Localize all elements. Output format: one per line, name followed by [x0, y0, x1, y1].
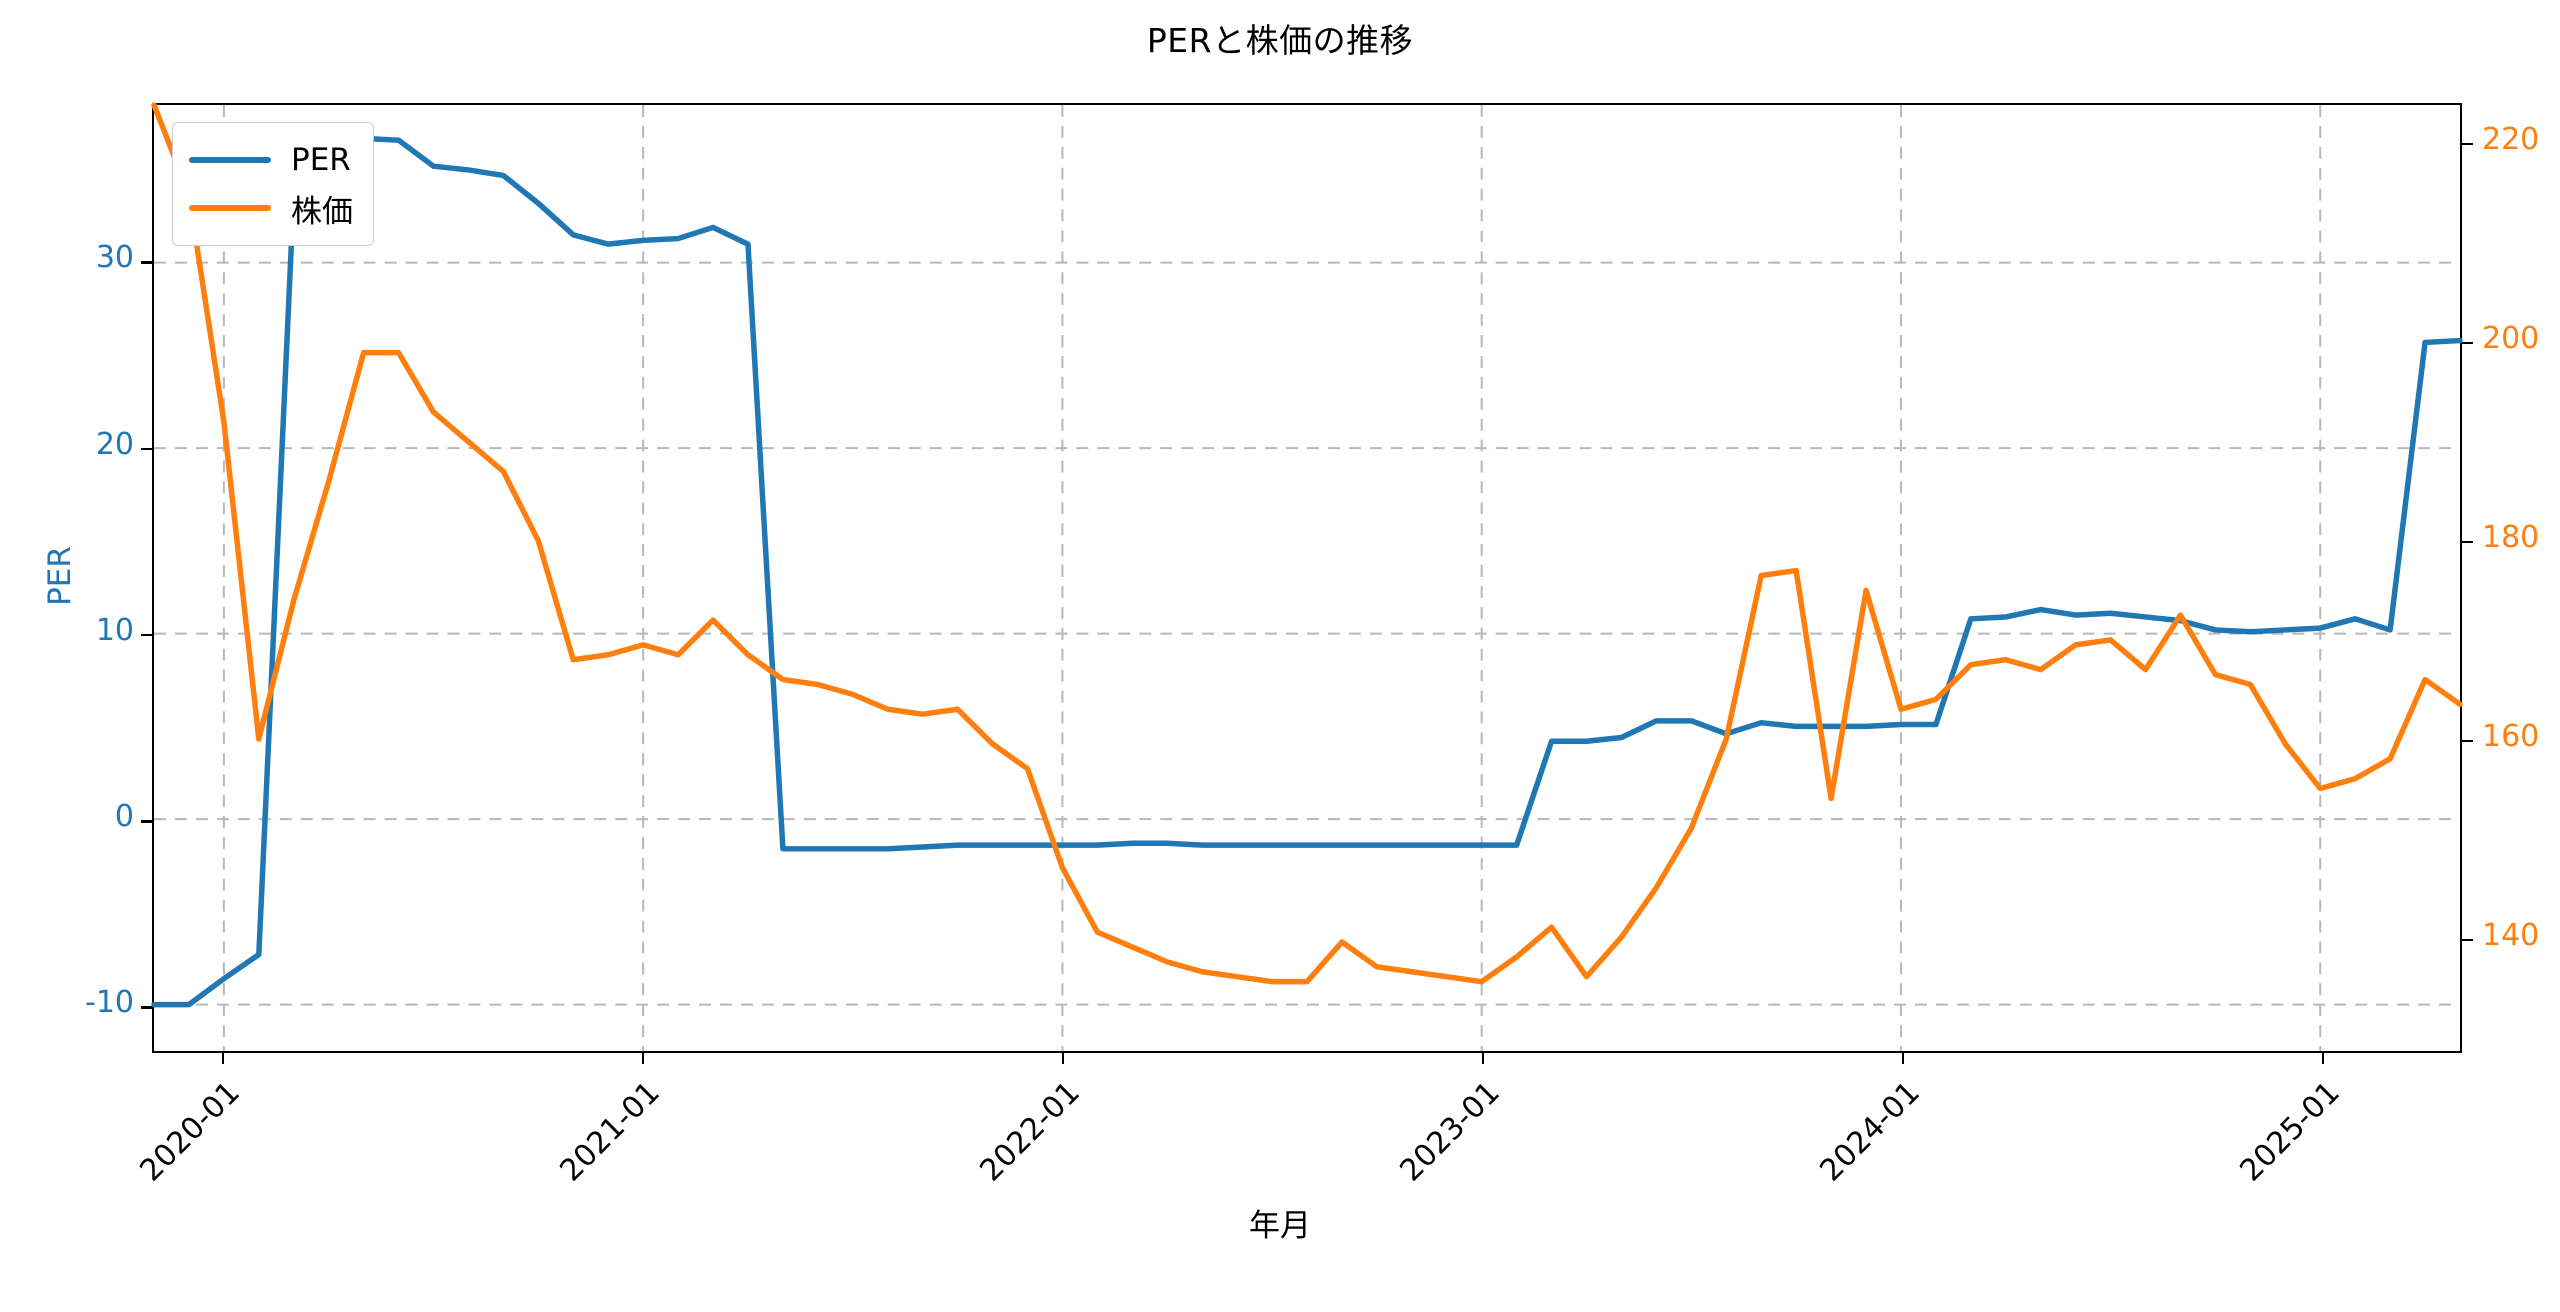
y-tick-mark-right-160 [2462, 739, 2473, 743]
y-tick-mark-right-200 [2462, 341, 2473, 345]
x-tick-2025-01: 2025-01 [2233, 1075, 2347, 1189]
y-tick-right-160: 160 [2482, 718, 2540, 754]
y-tick-mark-right-180 [2462, 540, 2473, 544]
y-axis-left-title: PER [42, 546, 78, 606]
y-tick-mark-left-30 [141, 261, 152, 264]
x-tick-mark-2025-01 [2322, 1053, 2325, 1064]
y-tick-left--10: -10 [85, 985, 134, 1021]
y-tick-right-180: 180 [2482, 519, 2540, 555]
legend-item-per[interactable]: PER [189, 136, 353, 184]
plot-area: PER 株価 [151, 102, 2463, 1053]
y-tick-mark-left-10 [141, 633, 152, 637]
x-tick-mark-2021-01 [642, 1053, 645, 1064]
y-tick-mark-right-140 [2462, 938, 2473, 941]
y-tick-right-140: 140 [2482, 917, 2540, 953]
legend-swatch-per [189, 157, 271, 163]
x-axis-title: 年月 [1249, 1208, 1311, 1244]
y-tick-left-0: 0 [114, 799, 134, 835]
x-tick-mark-2024-01 [1902, 1053, 1905, 1064]
chart-title: PERと株価の推移 [1146, 21, 1414, 60]
x-tick-mark-2023-01 [1482, 1053, 1485, 1064]
x-tick-2024-01: 2024-01 [1813, 1075, 1927, 1189]
gridlines [154, 105, 2460, 1051]
y-tick-right-220: 220 [2482, 121, 2540, 157]
series-line-株価 [151, 102, 2463, 985]
y-tick-left-10: 10 [95, 612, 134, 648]
series-line-PER [151, 135, 2463, 1008]
y-tick-left-20: 20 [95, 426, 134, 462]
x-tick-2020-01: 2020-01 [133, 1075, 247, 1189]
x-tick-mark-2022-01 [1062, 1053, 1065, 1064]
x-tick-2021-01: 2021-01 [553, 1075, 667, 1189]
y-tick-mark-left-0 [141, 820, 152, 823]
chart-figure: PERと株価の推移 PER 株価（円） 年月 -1001020301401601… [42, 21, 2540, 1244]
legend-label-per: PER [291, 142, 351, 178]
chart-legend[interactable]: PER 株価 [172, 122, 374, 246]
legend-swatch-stock-price [189, 205, 271, 211]
data-lines [151, 102, 2463, 1008]
y-tick-left-30: 30 [95, 240, 134, 276]
y-tick-right-200: 200 [2482, 320, 2540, 356]
x-tick-2022-01: 2022-01 [973, 1075, 1087, 1189]
x-tick-2023-01: 2023-01 [1393, 1075, 1507, 1189]
y-tick-mark-left-20 [141, 447, 152, 450]
x-tick-mark-2020-01 [222, 1053, 225, 1064]
legend-label-stock-price: 株価 [291, 193, 353, 230]
y-tick-mark-left--10 [141, 1006, 152, 1009]
legend-item-stock-price[interactable]: 株価 [189, 184, 353, 232]
y-tick-mark-right-220 [2462, 142, 2473, 146]
